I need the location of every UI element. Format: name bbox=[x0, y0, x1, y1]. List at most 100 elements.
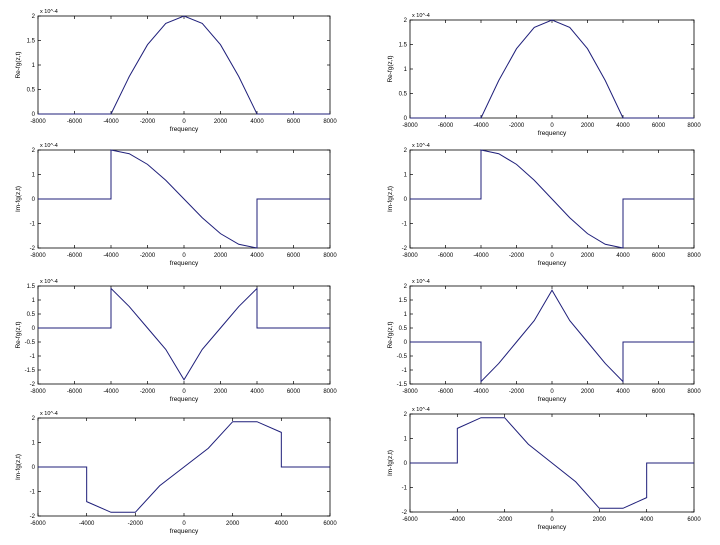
y-tick-label: 1 bbox=[32, 441, 36, 447]
x-tick-label: -2000 bbox=[128, 521, 144, 527]
x-tick-label: -8000 bbox=[30, 119, 46, 125]
x-tick-label: -6000 bbox=[402, 517, 418, 523]
series-line-0 bbox=[38, 421, 330, 513]
x-tick-label: 0 bbox=[182, 389, 186, 395]
x-tick-label: -2000 bbox=[140, 253, 156, 259]
x-tick-label: 0 bbox=[182, 521, 186, 527]
y-tick-label: -2 bbox=[402, 510, 408, 516]
chart-panel-im3: -6000 -4000 -2000 0 2000 4000 6000 -2 -1 0 1 2 x 10^… bbox=[15, 411, 337, 535]
y-tick-label: 1 bbox=[32, 173, 36, 179]
x-tick-label: 8000 bbox=[687, 123, 701, 129]
chart-panel-im1: -8000 -6000 -4000 -2000 0 2000 4000 6000 8000 -2 -… bbox=[15, 143, 337, 267]
x-axis-label: frequency bbox=[538, 130, 567, 137]
y-tick-label: 2 bbox=[32, 416, 36, 422]
y-tick-label: 1.5 bbox=[399, 298, 408, 304]
x-tick-label: -6000 bbox=[438, 389, 454, 395]
x-tick-label: 4000 bbox=[250, 253, 264, 259]
x-tick-label: -6000 bbox=[67, 253, 83, 259]
chart-panel-re3: -8000 -6000 -4000 -2000 0 2000 4000 6000 8000 -2 -… bbox=[15, 279, 337, 403]
x-tick-label: -4000 bbox=[473, 389, 489, 395]
x-tick-label: -4000 bbox=[103, 119, 119, 125]
y-axis-label: Re-fg(z,t) bbox=[15, 321, 22, 348]
x-axis-label: frequency bbox=[170, 260, 199, 267]
y-tick-label: 0 bbox=[404, 116, 408, 122]
y-axis-label: Im-fg(z,t) bbox=[15, 186, 22, 212]
axes-box bbox=[37, 15, 331, 115]
y-tick-label: -1 bbox=[402, 222, 408, 228]
y-axis-label: Im-fg(z,t) bbox=[387, 450, 394, 476]
y-tick-label: -2 bbox=[30, 514, 36, 520]
y-tick-label: 0 bbox=[32, 197, 36, 203]
x-tick-label: 2000 bbox=[214, 253, 228, 259]
x-tick-label: 8000 bbox=[323, 253, 337, 259]
x-tick-label: 4000 bbox=[616, 253, 630, 259]
y-tick-label: -2 bbox=[30, 246, 36, 252]
x-tick-label: -8000 bbox=[30, 389, 46, 395]
exponent-label: x 10^-4 bbox=[412, 279, 430, 285]
x-tick-label: 8000 bbox=[687, 389, 701, 395]
x-tick-label: 6000 bbox=[652, 253, 666, 259]
y-tick-label: 1.5 bbox=[27, 39, 36, 45]
x-tick-label: -4000 bbox=[103, 389, 119, 395]
x-tick-label: -8000 bbox=[402, 123, 418, 129]
x-tick-label: 8000 bbox=[323, 389, 337, 395]
x-tick-label: 6000 bbox=[287, 389, 301, 395]
series-line-0 bbox=[410, 19, 694, 119]
y-tick-label: 0.5 bbox=[27, 88, 36, 94]
chart-panel-re1: -8000 -6000 -4000 -2000 0 2000 4000 6000 8000 0 0.… bbox=[15, 9, 337, 133]
x-tick-label: 2000 bbox=[214, 119, 228, 125]
x-tick-label: 6000 bbox=[687, 517, 701, 523]
y-tick-label: 1 bbox=[32, 63, 36, 69]
x-tick-label: -4000 bbox=[450, 517, 466, 523]
chart-panel-im4: -6000 -4000 -2000 0 2000 4000 6000 -2 -1 0 1 2 x 10^… bbox=[387, 407, 701, 531]
series-line-0 bbox=[410, 289, 694, 383]
x-tick-label: -2000 bbox=[509, 123, 525, 129]
series-line-0 bbox=[38, 149, 330, 249]
y-tick-label: -1 bbox=[30, 222, 36, 228]
exponent-label: x 10^-4 bbox=[40, 143, 58, 149]
y-tick-label: 1 bbox=[404, 173, 408, 179]
y-tick-label: 2 bbox=[404, 284, 408, 290]
x-tick-label: 0 bbox=[550, 517, 554, 523]
x-tick-label: -8000 bbox=[402, 389, 418, 395]
series-line-0 bbox=[410, 149, 694, 249]
x-axis-label: frequency bbox=[538, 396, 567, 403]
x-tick-label: 8000 bbox=[323, 119, 337, 125]
y-tick-label: -0.5 bbox=[25, 340, 36, 346]
y-tick-label: -0.5 bbox=[397, 354, 408, 360]
x-tick-label: 0 bbox=[182, 119, 186, 125]
x-tick-label: -4000 bbox=[473, 123, 489, 129]
x-tick-label: -2000 bbox=[497, 517, 513, 523]
series-line-0 bbox=[38, 15, 330, 115]
y-tick-label: 1 bbox=[404, 67, 408, 73]
y-tick-label: 0 bbox=[404, 461, 408, 467]
x-tick-label: 6000 bbox=[652, 389, 666, 395]
x-axis-label: frequency bbox=[538, 260, 567, 267]
y-axis-label: Re-fg(z,t) bbox=[387, 55, 394, 82]
x-tick-label: -6000 bbox=[438, 123, 454, 129]
x-tick-label: 8000 bbox=[687, 253, 701, 259]
x-tick-label: -8000 bbox=[30, 253, 46, 259]
y-tick-label: -1.5 bbox=[25, 368, 36, 374]
x-tick-label: -4000 bbox=[103, 253, 119, 259]
x-tick-label: -6000 bbox=[67, 119, 83, 125]
x-tick-label: 6000 bbox=[652, 123, 666, 129]
y-tick-label: 1 bbox=[404, 437, 408, 443]
y-tick-label: 0 bbox=[404, 197, 408, 203]
y-tick-label: 0.5 bbox=[399, 326, 408, 332]
y-tick-label: -1 bbox=[402, 486, 408, 492]
x-tick-label: 0 bbox=[182, 253, 186, 259]
x-tick-label: 2000 bbox=[593, 517, 607, 523]
x-tick-label: 4000 bbox=[275, 521, 289, 527]
y-axis-label: Im-fg(z,t) bbox=[387, 186, 394, 212]
y-tick-label: 0 bbox=[32, 326, 36, 332]
x-tick-label: -4000 bbox=[473, 253, 489, 259]
y-tick-label: -1 bbox=[402, 368, 408, 374]
y-tick-label: 0.5 bbox=[27, 312, 36, 318]
axes-box bbox=[409, 19, 695, 119]
y-tick-label: -2 bbox=[30, 382, 36, 388]
y-tick-label: 2 bbox=[32, 14, 36, 20]
x-tick-label: -2000 bbox=[140, 119, 156, 125]
y-tick-label: 2 bbox=[404, 148, 408, 154]
